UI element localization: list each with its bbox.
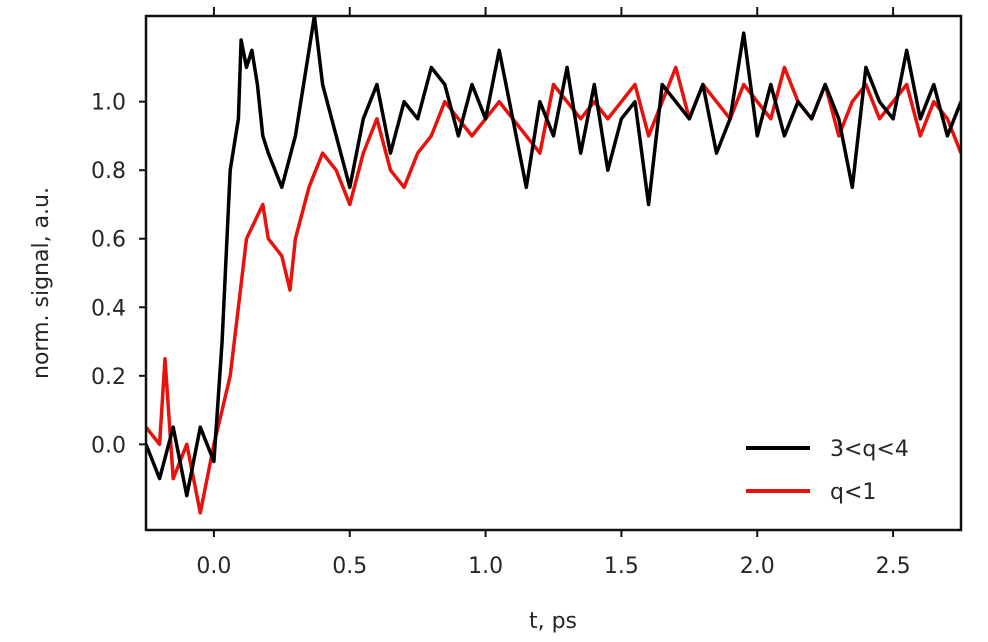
x-axis: 0.0 0.5 1.0 1.5 2.0 2.5 (196, 7, 911, 579)
x-tick-label: 1.5 (604, 554, 639, 579)
y-tick-label: 0.2 (91, 365, 126, 390)
x-tick-label: 0.0 (196, 554, 231, 579)
x-tick-label: 2.0 (740, 554, 775, 579)
legend: 3<q<4 q<1 (746, 437, 909, 505)
y-tick-label: 0.0 (91, 433, 126, 458)
y-tick-label: 0.6 (91, 228, 126, 253)
x-tick-label: 1.0 (468, 554, 503, 579)
legend-label-3-q-4: 3<q<4 (830, 437, 909, 462)
x-tick-label: 0.5 (332, 554, 367, 579)
plot-frame (144, 14, 963, 532)
legend-label-q-1: q<1 (830, 480, 876, 505)
series-line-3-q-4 (146, 16, 961, 498)
series-layer (146, 16, 961, 515)
y-tick-label: 0.4 (91, 296, 126, 321)
y-tick-label: 1.0 (91, 91, 126, 116)
x-axis-label: t, ps (529, 609, 577, 634)
y-tick-label: 0.8 (91, 159, 126, 184)
x-tick-label: 2.5 (876, 554, 911, 579)
y-axis-label: norm. signal, a.u. (29, 187, 54, 379)
